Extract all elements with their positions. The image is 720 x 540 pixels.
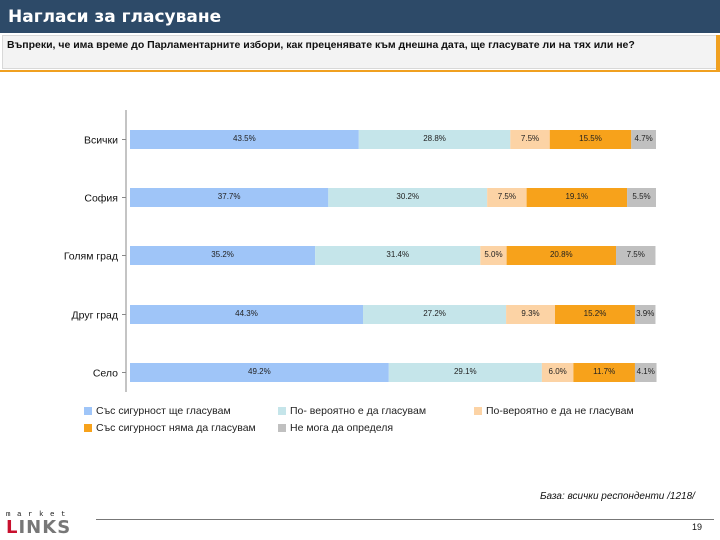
bar-segment: [130, 130, 359, 149]
data-label: 28.8%: [423, 134, 446, 143]
legend-label: По- вероятно е да гласувам: [290, 404, 427, 417]
data-label: 6.0%: [549, 367, 567, 376]
bar-segment: [130, 246, 316, 265]
data-label: 30.2%: [396, 192, 419, 201]
page-number: 19: [692, 522, 703, 532]
bar-segment: [130, 363, 389, 382]
bar-segment: [487, 188, 527, 207]
data-label: 27.2%: [423, 309, 446, 318]
bar-segment: [506, 305, 556, 324]
bar-segment: [510, 130, 550, 149]
bar-segment: [573, 363, 635, 382]
legend-swatch: [278, 423, 286, 432]
bar-segment: [549, 130, 632, 149]
survey-question: Въпреки, че има време до Парламентарните…: [2, 35, 718, 69]
data-label: 4.1%: [637, 367, 655, 376]
data-label: 3.9%: [636, 309, 654, 318]
data-label: 7.5%: [498, 192, 516, 201]
data-label: 37.7%: [218, 192, 241, 201]
data-label: 35.2%: [211, 250, 234, 259]
legend-item-likely-not-vote: По-вероятно е да не гласувам: [474, 405, 634, 417]
legend-swatch: [84, 423, 92, 432]
logo-first-letter: L: [6, 517, 19, 538]
bar-segment: [634, 363, 657, 382]
bar-segment: [616, 246, 656, 265]
accent-line: [0, 70, 720, 72]
bar-segment: [627, 188, 656, 207]
bar-segment: [328, 188, 488, 207]
data-label: 4.7%: [635, 134, 653, 143]
data-label: 29.1%: [454, 367, 477, 376]
legend-item-likely-vote: По- вероятно е да гласувам: [278, 405, 474, 417]
bar-segment: [130, 188, 329, 207]
chart-legend: Със сигурност ще гласувам По- вероятно е…: [84, 402, 684, 436]
category-label: Всички: [84, 135, 118, 147]
legend-label: Не мога да определя: [290, 421, 394, 434]
data-label: 11.7%: [593, 367, 615, 376]
data-label: 7.5%: [521, 134, 539, 143]
data-label: 15.5%: [579, 134, 602, 143]
bar-segment: [315, 246, 481, 265]
legend-swatch: [84, 406, 92, 415]
accent-bar: [716, 35, 720, 71]
category-label: Друг град: [72, 310, 118, 322]
data-label: 7.5%: [627, 250, 645, 259]
legend-label: По-вероятно е да не гласувам: [486, 404, 634, 417]
legend-label: Със сигурност ще гласувам: [96, 404, 231, 417]
data-label: 44.3%: [235, 309, 258, 318]
bar-segment: [388, 363, 542, 382]
slide-title: Нагласи за гласуване: [0, 0, 720, 33]
legend-item-certainly-vote: Със сигурност ще гласувам: [84, 405, 278, 417]
market-links-logo: market LINKS: [6, 511, 86, 537]
data-label: 15.2%: [584, 309, 607, 318]
logo-rest-letters: INKS: [18, 517, 72, 538]
bar-segment: [634, 305, 656, 324]
legend-label: Със сигурност няма да гласувам: [96, 421, 256, 434]
category-label: Голям град: [64, 251, 118, 263]
bar-segment: [506, 246, 617, 265]
data-label: 49.2%: [248, 367, 271, 376]
data-label: 9.3%: [521, 309, 539, 318]
bar-segment: [363, 305, 507, 324]
bar-segment: [130, 305, 364, 324]
logo-main-text: LINKS: [6, 519, 86, 537]
legend-swatch: [278, 406, 286, 415]
logo-top-text: market: [6, 511, 73, 519]
stacked-bar-chart: Всички 43.5% 28.8% 7.5% 15.5% 4.7% София 37.7% 3…: [64, 110, 657, 392]
footer-divider: [96, 519, 714, 520]
legend-item-undecided: Не мога да определя: [278, 422, 393, 434]
data-label: 20.8%: [550, 250, 573, 259]
data-label: 5.5%: [632, 192, 650, 201]
category-label: София: [84, 193, 118, 205]
data-label: 19.1%: [565, 192, 588, 201]
bar-segment: [358, 130, 511, 149]
base-note: База: всички респонденти /1218/: [540, 491, 695, 502]
data-label: 31.4%: [386, 250, 409, 259]
bar-segment: [555, 305, 635, 324]
bar-segment: [526, 188, 628, 207]
legend-item-certainly-not-vote: Със сигурност няма да гласувам: [84, 422, 278, 434]
bar-segment: [541, 363, 574, 382]
category-label: Село: [93, 368, 118, 380]
legend-swatch: [474, 406, 482, 415]
bar-segment: [631, 130, 656, 149]
data-label: 43.5%: [233, 134, 256, 143]
bar-segment: [480, 246, 507, 265]
data-label: 5.0%: [484, 250, 502, 259]
